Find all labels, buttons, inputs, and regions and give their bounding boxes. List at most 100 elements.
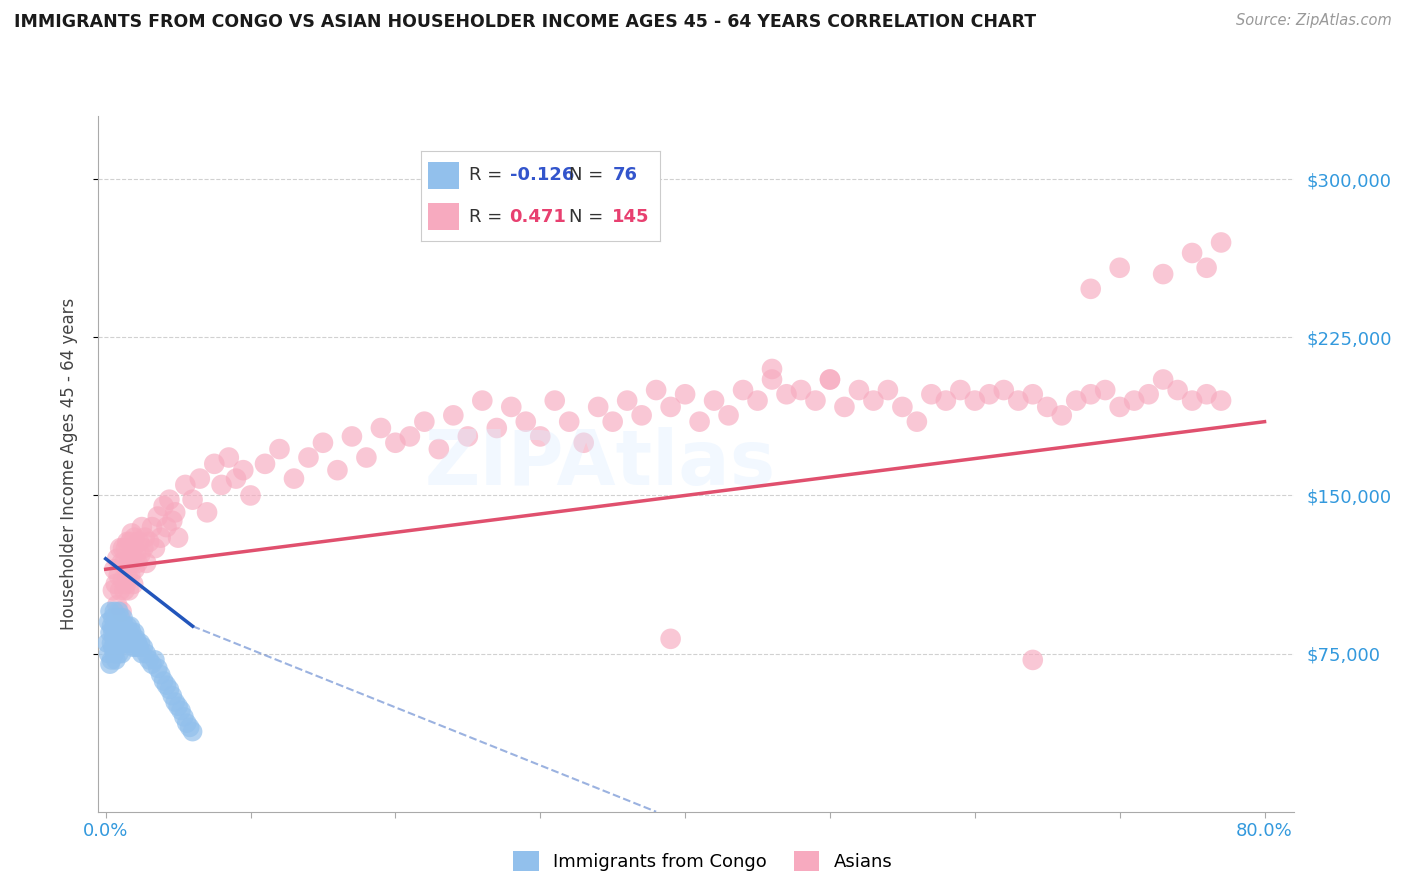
Point [340, 429, 363, 443]
Text: N =: N = [569, 208, 609, 226]
Point [128, 534, 150, 549]
FancyBboxPatch shape [429, 161, 460, 189]
Point [146, 509, 169, 524]
Point [157, 492, 180, 507]
Point [115, 577, 138, 591]
Point [1209, 393, 1232, 408]
Point [108, 583, 131, 598]
Point [165, 695, 187, 709]
Point [114, 619, 136, 633]
Point [115, 636, 138, 650]
Point [935, 393, 957, 408]
Point [170, 704, 193, 718]
Point [101, 640, 124, 655]
Point [117, 632, 139, 646]
Point [1094, 383, 1116, 397]
Point [413, 415, 436, 429]
Point [135, 647, 157, 661]
Point [105, 611, 128, 625]
Point [1181, 246, 1204, 260]
Point [761, 362, 783, 376]
Point [103, 604, 125, 618]
Point [112, 573, 135, 587]
Point [558, 415, 581, 429]
Point [107, 647, 129, 661]
Point [118, 636, 141, 650]
Point [312, 435, 335, 450]
Point [103, 619, 125, 633]
Point [98, 604, 121, 618]
Point [1022, 653, 1045, 667]
Point [1137, 387, 1160, 401]
Point [202, 457, 225, 471]
Point [104, 577, 127, 591]
Point [1108, 400, 1130, 414]
Point [659, 400, 682, 414]
Point [155, 678, 177, 692]
Point [120, 619, 142, 633]
Point [120, 568, 142, 582]
Point [659, 632, 682, 646]
Point [118, 556, 141, 570]
Point [124, 562, 146, 576]
Point [122, 541, 145, 556]
Point [108, 611, 131, 625]
Point [108, 625, 131, 640]
Point [602, 415, 624, 429]
Point [114, 632, 136, 646]
Point [1064, 393, 1087, 408]
Point [117, 619, 139, 633]
Point [103, 562, 125, 576]
Point [441, 409, 464, 423]
Point [1152, 372, 1174, 386]
Point [98, 657, 121, 672]
Point [848, 383, 870, 397]
Point [157, 682, 180, 697]
Point [818, 372, 841, 386]
Point [132, 640, 155, 655]
Point [143, 653, 166, 667]
Point [155, 520, 177, 534]
Point [949, 383, 972, 397]
Point [101, 625, 124, 640]
Text: R =: R = [470, 208, 508, 226]
Point [152, 673, 174, 688]
Text: IMMIGRANTS FROM CONGO VS ASIAN HOUSEHOLDER INCOME AGES 45 - 64 YEARS CORRELATION: IMMIGRANTS FROM CONGO VS ASIAN HOUSEHOLD… [14, 13, 1036, 31]
Point [877, 383, 900, 397]
Point [427, 442, 450, 456]
Point [1050, 409, 1073, 423]
Point [117, 534, 139, 549]
Point [1152, 267, 1174, 281]
Point [717, 409, 740, 423]
Point [112, 625, 135, 640]
Text: Source: ZipAtlas.com: Source: ZipAtlas.com [1236, 13, 1392, 29]
Point [181, 492, 204, 507]
Point [108, 541, 131, 556]
Point [121, 556, 143, 570]
Point [179, 720, 201, 734]
Point [731, 383, 754, 397]
Point [97, 615, 120, 629]
Point [100, 619, 122, 633]
Point [127, 636, 149, 650]
Point [104, 615, 127, 629]
Point [118, 625, 141, 640]
Point [162, 689, 184, 703]
Point [110, 619, 132, 633]
Point [225, 472, 247, 486]
Text: ZIPAtlas: ZIPAtlas [425, 427, 776, 500]
Point [149, 667, 172, 681]
Point [188, 472, 211, 486]
Point [100, 636, 122, 650]
Point [114, 583, 136, 598]
Point [891, 400, 914, 414]
Point [149, 531, 172, 545]
Point [112, 541, 135, 556]
Point [100, 653, 122, 667]
Point [124, 625, 146, 640]
Point [141, 657, 163, 672]
Point [105, 625, 128, 640]
Point [167, 699, 190, 714]
Point [297, 450, 319, 465]
Point [1007, 393, 1029, 408]
